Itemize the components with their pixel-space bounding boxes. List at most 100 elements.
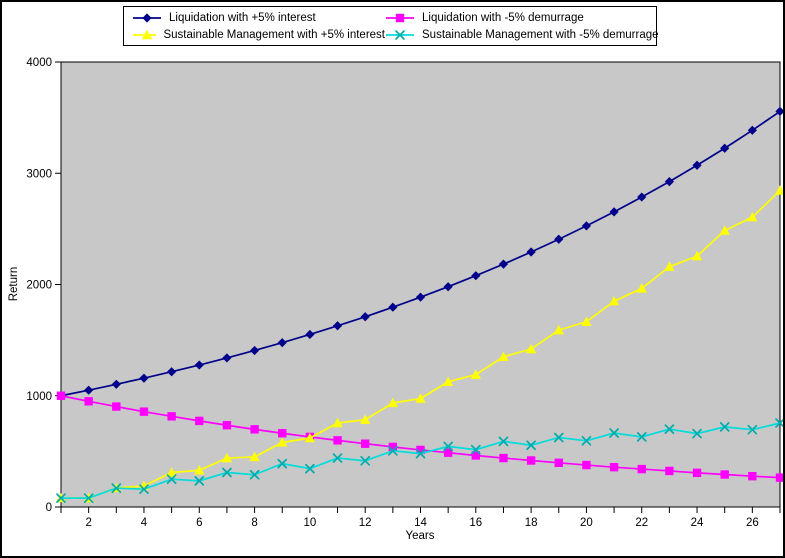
diamond-marker-icon xyxy=(526,247,536,257)
x-marker-icon xyxy=(470,444,481,455)
x-marker-icon xyxy=(775,418,785,428)
x-marker-icon xyxy=(415,448,426,459)
square-marker-icon xyxy=(250,425,259,434)
square-marker-icon xyxy=(499,453,508,463)
legend-line-sample-icon xyxy=(133,12,161,23)
x-marker-icon xyxy=(609,428,619,438)
triangle-marker-icon xyxy=(249,451,260,462)
x-marker-icon xyxy=(747,424,758,435)
triangle-marker-icon xyxy=(141,29,153,39)
triangle-marker-icon xyxy=(719,225,730,235)
square-marker-icon xyxy=(56,391,66,400)
legend-line-sample-icon xyxy=(386,29,414,40)
square-marker-icon xyxy=(395,13,405,22)
diamond-marker-icon xyxy=(498,259,509,269)
series-sustainable-management-with-5-demurrage xyxy=(56,418,785,503)
x-marker-icon xyxy=(387,445,398,456)
x-marker-icon xyxy=(249,469,260,480)
x-axis-title: Years xyxy=(405,530,435,542)
diamond-marker-icon xyxy=(360,312,370,322)
square-marker-icon xyxy=(278,429,287,438)
x-marker-icon xyxy=(581,435,592,446)
x-marker-icon xyxy=(636,432,647,442)
square-marker-icon xyxy=(443,448,453,457)
x-marker-icon xyxy=(111,483,122,493)
x-tick-label: 10 xyxy=(303,517,316,529)
x-marker-icon xyxy=(305,463,315,474)
triangle-marker-icon xyxy=(221,452,233,463)
square-marker-icon xyxy=(139,407,149,416)
diamond-marker-icon xyxy=(277,338,287,348)
triangle-marker-icon xyxy=(332,417,343,428)
square-marker-icon xyxy=(195,416,204,426)
triangle-marker-icon xyxy=(277,437,288,447)
x-marker-icon xyxy=(332,453,343,463)
x-marker-icon xyxy=(719,422,730,432)
triangle-marker-icon xyxy=(691,250,703,261)
diamond-marker-icon xyxy=(84,385,94,395)
x-marker-icon xyxy=(553,432,564,443)
y-tick-label: 1000 xyxy=(26,391,52,403)
diamond-marker-icon xyxy=(775,106,785,116)
series-liquidation-with-5-demurrage xyxy=(56,391,785,482)
triangle-marker-icon xyxy=(608,295,620,306)
triangle-marker-icon xyxy=(747,211,758,222)
x-tick-label: 14 xyxy=(414,517,427,529)
legend-entry-liquidation-minus-demurrage: Liquidation with -5% demurrage xyxy=(385,12,659,24)
legend-entry-sustainable-plus-interest: Sustainable Management with +5% interest xyxy=(132,29,385,41)
x-marker-icon xyxy=(498,436,509,447)
x-marker-icon xyxy=(139,484,149,495)
x-marker-icon xyxy=(664,424,675,434)
square-marker-icon xyxy=(748,471,757,481)
square-marker-icon xyxy=(84,397,93,406)
legend: Liquidation with +5% interest Sustainabl… xyxy=(123,6,659,46)
triangle-marker-icon xyxy=(470,369,482,379)
x-marker-icon xyxy=(443,441,454,452)
diamond-marker-icon xyxy=(664,176,674,187)
x-marker-icon xyxy=(526,440,536,451)
diamond-marker-icon xyxy=(142,12,152,23)
x-marker-icon xyxy=(395,29,405,40)
x-tick-label: 22 xyxy=(635,517,648,529)
square-marker-icon xyxy=(665,466,674,476)
square-marker-icon xyxy=(637,464,646,474)
square-marker-icon xyxy=(471,451,481,460)
legend-line-sample-icon xyxy=(133,29,157,39)
x-tick-label: 6 xyxy=(196,517,202,529)
diamond-marker-icon xyxy=(581,221,592,231)
triangle-marker-icon xyxy=(498,351,509,362)
legend-label: Liquidation with +5% interest xyxy=(169,11,316,24)
plot-background xyxy=(60,61,781,508)
triangle-marker-icon xyxy=(581,316,592,326)
y-axis: 0 1000 2000 3000 4000 xyxy=(26,57,61,514)
x-tick-label: 4 xyxy=(141,517,148,529)
diamond-marker-icon xyxy=(554,234,564,244)
diamond-marker-icon xyxy=(720,143,730,153)
x-tick-label: 2 xyxy=(85,517,91,529)
legend-entry-liquidation-plus-interest: Liquidation with +5% interest xyxy=(132,12,385,24)
diamond-marker-icon xyxy=(637,192,647,202)
triangle-marker-icon xyxy=(442,376,454,387)
diamond-marker-icon xyxy=(609,207,619,217)
diamond-marker-icon xyxy=(305,329,315,340)
x-marker-icon xyxy=(83,493,94,503)
y-tick-label: 2000 xyxy=(26,280,52,292)
x-tick-label: 20 xyxy=(580,517,593,529)
x-marker-icon xyxy=(692,428,702,439)
legend-label: Sustainable Management with -5% demurrag… xyxy=(422,28,659,41)
square-marker-icon xyxy=(526,456,536,465)
x-axis: 2 4 6 8 10 12 14 16 18 20 22 24 26 xyxy=(60,507,781,529)
triangle-marker-icon xyxy=(359,414,371,424)
series-liquidation-with-5-interest xyxy=(56,106,785,401)
diamond-marker-icon xyxy=(194,360,204,370)
square-marker-icon xyxy=(720,470,729,479)
diamond-marker-icon xyxy=(222,353,232,363)
triangle-marker-icon xyxy=(415,393,426,403)
diamond-marker-icon xyxy=(249,345,260,356)
square-marker-icon xyxy=(416,445,425,455)
triangle-marker-icon xyxy=(774,185,785,195)
diamond-marker-icon xyxy=(167,367,177,377)
square-marker-icon xyxy=(609,462,619,472)
